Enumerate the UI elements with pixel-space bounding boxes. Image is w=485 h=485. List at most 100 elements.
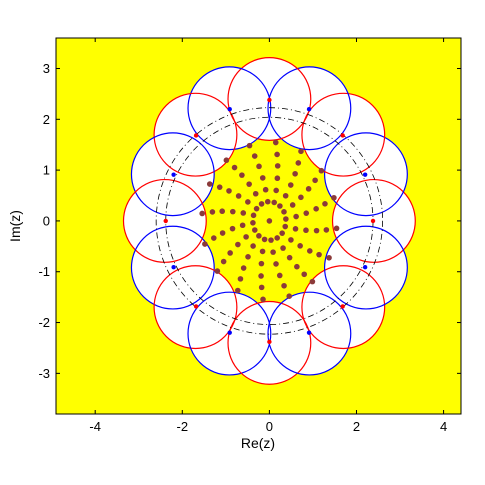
- circle-outline: [130, 225, 215, 310]
- data-point: [220, 258, 227, 265]
- data-point: [298, 148, 304, 155]
- data-point: [303, 210, 310, 216]
- tangent-point: [306, 106, 312, 112]
- data-point: [271, 199, 277, 206]
- data-point: [256, 233, 262, 239]
- data-point: [246, 142, 253, 149]
- data-point: [333, 225, 340, 232]
- x-axis-label: Re(z): [241, 435, 275, 451]
- data-point: [312, 177, 318, 184]
- data-point: [214, 268, 221, 274]
- data-point: [223, 157, 230, 164]
- data-point: [259, 248, 266, 255]
- tangent-point: [227, 106, 232, 112]
- data-point: [258, 260, 265, 267]
- data-point: [273, 261, 279, 267]
- y-tick-label: 1: [43, 163, 50, 178]
- data-point: [277, 203, 283, 209]
- data-point: [298, 194, 304, 201]
- tangent-point: [171, 172, 176, 177]
- tangent-point: [370, 218, 376, 224]
- reference-circle: [155, 107, 384, 335]
- data-point: [316, 251, 322, 258]
- data-point: [219, 208, 226, 215]
- y-tick-label: -2: [38, 315, 50, 330]
- y-tick-label: -1: [38, 264, 50, 279]
- data-point: [297, 243, 303, 249]
- data-point: [272, 139, 279, 146]
- axis-ticks: -4 -2 0 2 4 -3 -2 -1 0 1 2 3: [38, 38, 461, 434]
- data-point: [216, 184, 223, 190]
- data-point: [231, 164, 238, 171]
- y-tick-label: -3: [38, 366, 50, 381]
- data-point: [229, 208, 236, 215]
- data-point: [292, 170, 298, 177]
- data-point: [256, 163, 262, 170]
- data-point: [237, 276, 244, 282]
- data-point: [287, 182, 294, 188]
- tangent-point: [267, 339, 272, 345]
- data-point: [294, 263, 300, 270]
- y-tick-label: 3: [43, 61, 50, 76]
- data-point: [264, 198, 271, 205]
- data-point: [206, 181, 213, 187]
- data-point: [199, 210, 205, 217]
- data-point: [323, 227, 330, 233]
- data-point: [276, 272, 283, 279]
- data-point: [303, 227, 309, 234]
- data-point: [234, 287, 241, 294]
- data-point: [286, 293, 293, 300]
- data-point: [286, 254, 293, 261]
- data-point: [322, 200, 328, 207]
- tangent-point: [193, 133, 199, 138]
- data-point: [239, 172, 245, 178]
- circle-outline: [227, 300, 312, 385]
- circle-outline: [331, 178, 416, 263]
- tangent-point: [171, 264, 176, 270]
- tangent-point: [163, 218, 168, 224]
- data-point: [268, 237, 274, 243]
- data-point: [270, 249, 276, 255]
- circle-outline: [153, 92, 238, 177]
- x-tick-label: 0: [266, 419, 273, 434]
- data-point: [313, 206, 319, 212]
- data-point: [209, 209, 216, 215]
- x-tick-label: 2: [353, 419, 360, 434]
- data-point: [274, 163, 281, 169]
- data-point: [301, 271, 308, 278]
- data-point: [211, 235, 217, 241]
- data-point: [243, 234, 249, 240]
- data-point: [246, 181, 252, 187]
- data-point: [305, 186, 312, 192]
- data-point: [266, 218, 273, 224]
- data-point: [235, 241, 241, 248]
- data-point: [313, 227, 320, 234]
- data-point: [202, 241, 208, 247]
- data-point: [226, 188, 232, 194]
- data-point: [258, 284, 265, 291]
- y-tick-label: 2: [43, 112, 50, 127]
- data-point: [295, 160, 302, 166]
- tangent-point: [362, 172, 368, 177]
- data-point: [274, 175, 281, 182]
- data-point: [260, 296, 266, 303]
- tangent-point: [227, 330, 232, 335]
- data-point: [282, 192, 289, 199]
- circle-outline: [187, 66, 272, 151]
- circle-outline: [301, 92, 386, 177]
- y-axis-label: Im(z): [7, 210, 23, 242]
- tangent-point: [340, 304, 345, 309]
- data-point: [279, 230, 285, 236]
- x-tick-label: -2: [177, 419, 189, 434]
- circle-outline: [323, 225, 408, 310]
- data-point: [235, 193, 242, 199]
- data-point: [258, 273, 264, 279]
- data-point: [281, 209, 287, 215]
- data-point: [283, 216, 289, 222]
- circle-outline: [130, 132, 215, 217]
- circle-outline: [153, 265, 238, 350]
- data-point: [331, 194, 337, 201]
- data-point: [258, 201, 265, 207]
- data-point: [293, 213, 299, 220]
